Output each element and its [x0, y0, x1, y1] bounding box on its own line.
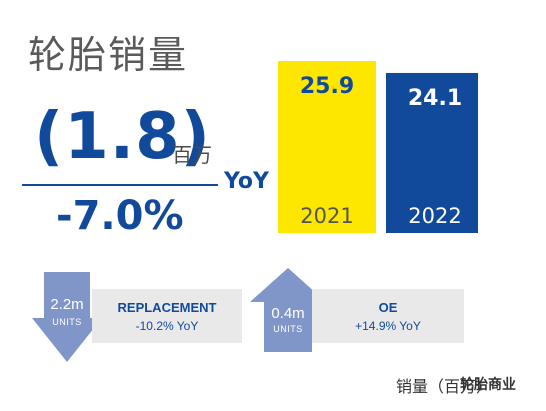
oe-unit: UNITS	[273, 324, 303, 334]
replacement-unit: UNITS	[52, 317, 82, 327]
headline-divider	[22, 184, 218, 186]
replacement-yoy: -10.2% YoY	[135, 319, 199, 333]
bar-category-label-2022: 2022	[408, 204, 461, 228]
bar-chart: 25.9 2021 24.1 2022	[278, 61, 478, 233]
oe-label: OE	[378, 300, 398, 315]
headline-change-pct: -7.0%	[56, 193, 184, 239]
page-title: 轮胎销量	[28, 33, 189, 77]
bar-value-label-2021: 25.9	[300, 74, 354, 99]
bar-2022	[386, 72, 478, 233]
oe-yoy: +14.9% YoY	[355, 319, 421, 333]
down-arrow-icon	[32, 272, 102, 362]
bar-2021	[278, 61, 376, 233]
oe-value: 0.4m	[271, 305, 305, 322]
watermark: 轮胎商业	[460, 377, 516, 393]
oe-arrow: 0.4m UNITS	[250, 268, 326, 352]
bar-value-label-2022: 24.1	[408, 86, 462, 111]
chart-footnote: 销量（百万）	[396, 377, 493, 396]
bar-category-label-2021: 2021	[300, 204, 353, 228]
replacement-box: REPLACEMENT -10.2% YoY	[92, 289, 242, 343]
oe-box: OE +14.9% YoY	[312, 289, 464, 343]
replacement-value: 2.2m	[50, 296, 84, 313]
headline-change-value: (1.8)	[34, 100, 211, 174]
replacement-arrow: 2.2m UNITS	[32, 272, 102, 362]
headline-unit: 百万	[172, 143, 212, 167]
headline-yoy-label: YoY	[224, 169, 269, 194]
replacement-label: REPLACEMENT	[117, 300, 217, 315]
up-arrow-icon	[250, 268, 326, 352]
